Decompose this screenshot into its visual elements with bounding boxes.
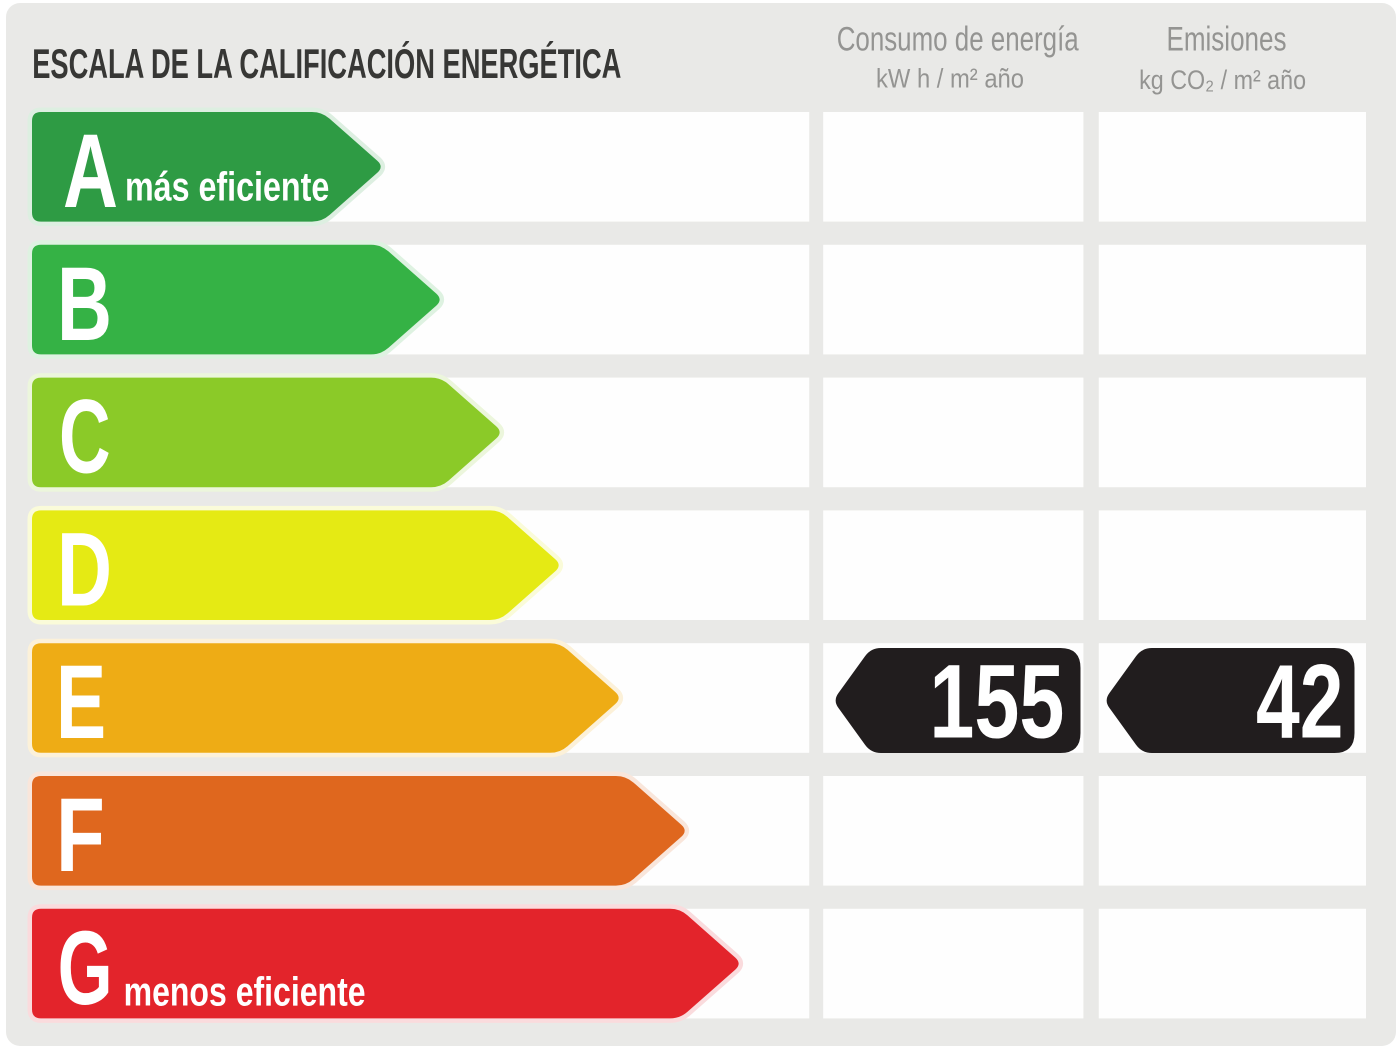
svg-text:B: B [57,246,112,363]
svg-text:F: F [56,777,105,894]
svg-text:menos eficiente: menos eficiente [124,969,366,1015]
svg-text:kW h / m² año: kW h / m² año [876,64,1024,94]
svg-text:E: E [56,644,106,761]
svg-text:kg CO₂ / m² año: kg CO₂ / m² año [1139,65,1306,95]
svg-text:Consumo de energía: Consumo de energía [837,20,1079,58]
svg-text:C: C [59,379,111,496]
svg-text:A: A [63,113,118,230]
svg-text:155: 155 [929,644,1064,761]
svg-text:42: 42 [1256,644,1344,761]
svg-text:ESCALA DE LA CALIFICACIÓN ENER: ESCALA DE LA CALIFICACIÓN ENERGÉTICA [32,39,621,87]
svg-text:Emisiones: Emisiones [1167,21,1287,59]
svg-text:D: D [57,511,112,628]
svg-text:más eficiente: más eficiente [125,164,329,210]
svg-text:G: G [58,910,113,1027]
